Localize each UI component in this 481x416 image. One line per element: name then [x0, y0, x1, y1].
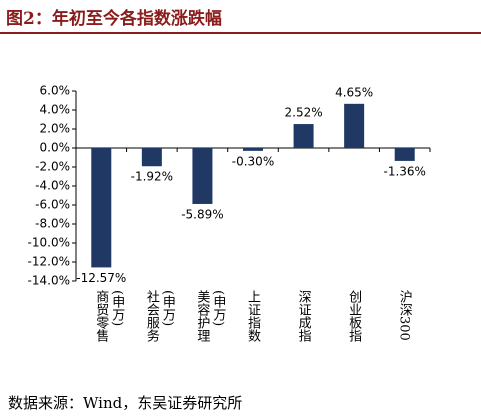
value-label: -1.92% [131, 170, 173, 184]
y-tick-label: -14.0% [28, 274, 70, 288]
bar [394, 148, 415, 161]
bar [344, 103, 365, 148]
value-label: 4.65% [335, 85, 373, 99]
x-tick-label: 创业板指 [346, 290, 362, 342]
value-label: -5.89% [181, 207, 223, 221]
bar [192, 148, 213, 204]
x-tick-label: 深证成指 [295, 290, 311, 342]
bar [91, 148, 112, 268]
x-tick-label: 商贸零售(申万) [93, 290, 125, 342]
y-tick-label: -6.0% [35, 198, 70, 212]
x-tick-label: 沪深300 [396, 290, 412, 341]
title-rule [0, 32, 481, 34]
x-tick-label: 上证指数 [245, 290, 260, 342]
y-tick-label: 2.0% [40, 122, 71, 136]
x-tick-label: 美容护理(申万) [194, 290, 226, 342]
figure-title: 图2：年初至今各指数涨跌幅 [6, 9, 222, 29]
y-tick-label: 4.0% [40, 103, 71, 117]
y-tick-label: 6.0% [40, 84, 71, 98]
y-tick-label: -4.0% [35, 179, 70, 193]
y-tick-label: -12.0% [28, 255, 70, 269]
bar [141, 148, 162, 167]
value-label: -0.30% [232, 154, 274, 168]
y-tick-label: -10.0% [28, 236, 70, 250]
y-tick-label: -8.0% [35, 217, 70, 231]
y-tick-label: 0.0% [40, 141, 71, 155]
value-label: 2.52% [285, 106, 323, 120]
bar [243, 148, 263, 151]
x-tick-label: 社会服务(申万) [143, 290, 175, 342]
bar [293, 124, 314, 148]
y-tick-label: -2.0% [35, 160, 70, 174]
source-note: 数据来源：Wind，东吴证券研究所 [8, 394, 243, 412]
value-label: -12.57% [76, 271, 126, 285]
value-label: -1.36% [383, 164, 425, 178]
